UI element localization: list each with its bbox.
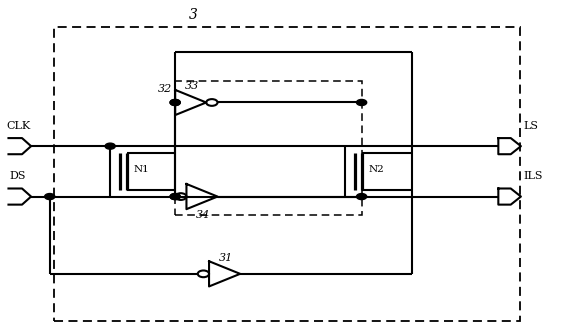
Text: DS: DS xyxy=(9,171,25,181)
Circle shape xyxy=(357,99,367,106)
Text: 33: 33 xyxy=(184,81,199,91)
Circle shape xyxy=(170,194,180,200)
Circle shape xyxy=(170,99,180,106)
Circle shape xyxy=(170,99,180,106)
Text: 34: 34 xyxy=(196,210,210,220)
Circle shape xyxy=(170,194,180,200)
Text: 3: 3 xyxy=(189,8,198,22)
Text: N2: N2 xyxy=(368,165,384,174)
Text: ILS: ILS xyxy=(524,171,544,181)
Text: 31: 31 xyxy=(218,253,233,263)
Circle shape xyxy=(105,143,115,149)
Circle shape xyxy=(357,194,367,200)
Text: LS: LS xyxy=(524,121,539,131)
Text: 32: 32 xyxy=(158,84,172,94)
Text: CLK: CLK xyxy=(7,121,31,131)
Circle shape xyxy=(45,194,55,200)
Text: N1: N1 xyxy=(134,165,150,174)
